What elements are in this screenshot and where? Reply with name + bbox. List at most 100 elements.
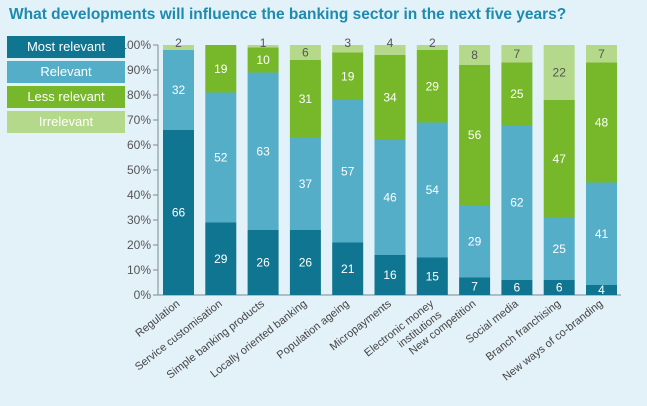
bar-segment [459,205,491,278]
legend-item-most-relevant: Most relevant [7,36,125,58]
bar-segment [501,45,533,63]
x-tick-label: Branch franchising [484,298,563,364]
bar-segment [289,230,321,295]
data-label: 48 [595,116,609,130]
bar-segment [586,62,617,183]
data-label: 22 [553,66,567,80]
bar-segment [332,52,364,100]
data-label: 21 [341,262,355,276]
y-tick-label: 70% [127,113,151,127]
data-label: 10 [256,53,270,67]
data-label: 8 [471,48,478,62]
data-label: 6 [514,281,521,295]
data-label: 57 [341,164,355,178]
data-label: 63 [256,144,270,158]
y-tick-label: 50% [127,163,151,177]
data-label: 7 [471,279,478,293]
legend-item-relevant: Relevant [7,61,125,83]
y-tick-label: 10% [127,263,151,277]
data-label: 46 [383,191,397,205]
data-label: 7 [514,47,521,61]
bar-segment [459,45,491,65]
bar-segment [247,72,279,230]
bar-segment [332,100,364,243]
legend-item-irrelevant: Irrelevant [7,111,125,133]
bar-segment [332,242,364,295]
data-label: 19 [214,62,228,76]
bar-segment [586,285,617,295]
data-label: 37 [299,177,313,191]
bar-segment [163,50,194,130]
bar-segment [205,222,237,295]
data-label: 31 [299,92,313,106]
bar-segment [374,55,406,140]
bar-segment [416,257,448,295]
y-tick-label: 40% [127,188,151,202]
data-label: 4 [387,36,394,50]
data-label: 29 [214,252,228,266]
data-label: 66 [172,206,186,220]
bar-segment [374,255,406,295]
y-tick-label: 0% [134,288,152,302]
y-tick-label: 20% [127,238,151,252]
data-label: 6 [556,281,563,295]
data-label: 16 [383,268,397,282]
bar-segment [416,122,448,258]
data-label: 6 [302,46,309,60]
data-label: 1 [260,36,267,50]
y-tick-label: 60% [127,138,151,152]
bar-segment [332,45,364,53]
bar-segment [416,45,448,50]
y-tick-label: 30% [127,213,151,227]
bar-segment [501,125,533,280]
data-label: 25 [553,242,567,256]
data-label: 34 [383,91,397,105]
data-label: 54 [426,183,440,197]
chart-title: What developments will influence the ban… [9,6,567,23]
x-tick-label: Population ageing [275,298,352,362]
bar-segment [205,92,237,223]
bar-segment [289,45,321,60]
data-label: 52 [214,151,228,165]
data-label: 29 [468,234,482,248]
y-tick-label: 80% [127,88,151,102]
data-label: 41 [595,227,609,241]
data-label: 29 [426,79,440,93]
data-label: 3 [344,36,351,50]
bar-segment [416,50,448,123]
bar-segment [247,230,279,295]
data-label: 26 [256,256,270,270]
data-label: 56 [468,128,482,142]
bar-segment [543,100,575,218]
bar-segment [543,280,575,295]
bar-segment [163,45,194,50]
bar-segment [247,47,279,73]
data-label: 4 [598,283,605,297]
data-label: 25 [510,87,524,101]
data-label: 15 [426,269,440,283]
bar-segment [247,45,279,48]
y-tick-label: 100% [120,38,151,52]
bar-segment [501,280,533,295]
data-label: 7 [598,47,605,61]
bar-segment [543,217,575,280]
bar-segment [289,60,321,138]
bar-segment [374,45,406,55]
data-label: 47 [553,152,567,166]
legend-item-less-relevant: Less relevant [7,86,125,108]
bar-segment [163,130,194,295]
data-label: 26 [299,256,313,270]
bar-segment [374,140,406,255]
data-label: 19 [341,69,355,83]
data-label: 62 [510,196,524,210]
y-tick-label: 90% [127,63,151,77]
bar-segment [205,45,237,93]
bar-segment [543,45,575,100]
bar-segment [459,65,491,205]
data-label: 2 [429,36,436,50]
bar-segment [501,62,533,125]
chart-legend: Most relevant Relevant Less relevant Irr… [7,36,125,136]
bar-segment [586,182,617,285]
